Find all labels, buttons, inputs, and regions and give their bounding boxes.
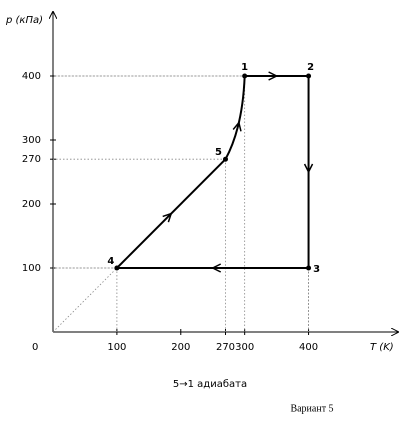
state-point xyxy=(306,73,312,79)
x-axis-label: T (K) xyxy=(370,342,394,353)
y-axis-label: p (кПа) xyxy=(5,15,43,26)
state-point xyxy=(223,156,228,162)
point-label: 2 xyxy=(307,62,314,73)
y-tick-label: 300 xyxy=(22,135,41,146)
guide-line xyxy=(52,267,118,333)
direction-arrow xyxy=(232,120,242,132)
point-label: 4 xyxy=(107,256,114,267)
x-tick-label: 100 xyxy=(107,342,126,353)
x-tick-label: 300 xyxy=(235,342,254,353)
annotation: 5→1 адиабата xyxy=(173,379,247,390)
direction-arrow xyxy=(303,163,314,174)
state-point xyxy=(306,265,312,271)
x-tick-label: 200 xyxy=(171,342,190,353)
y-tick-label: 200 xyxy=(22,199,41,210)
y-tick-label: 270 xyxy=(22,154,41,165)
direction-arrow xyxy=(162,212,173,223)
point-label: 5 xyxy=(215,147,222,158)
caption: Вариант 5 xyxy=(290,403,333,414)
point-label: 1 xyxy=(241,62,248,73)
direction-arrow xyxy=(211,263,222,273)
point-label: 3 xyxy=(313,264,320,275)
origin-label: 0 xyxy=(32,342,38,353)
x-tick-label: 400 xyxy=(299,342,318,353)
state-point xyxy=(242,73,248,79)
x-tick-label: 270 xyxy=(216,342,235,353)
y-tick-label: 400 xyxy=(22,71,41,82)
process-line xyxy=(224,75,246,160)
direction-arrow xyxy=(268,71,279,81)
y-tick-label: 100 xyxy=(22,263,41,274)
state-point xyxy=(114,265,120,271)
